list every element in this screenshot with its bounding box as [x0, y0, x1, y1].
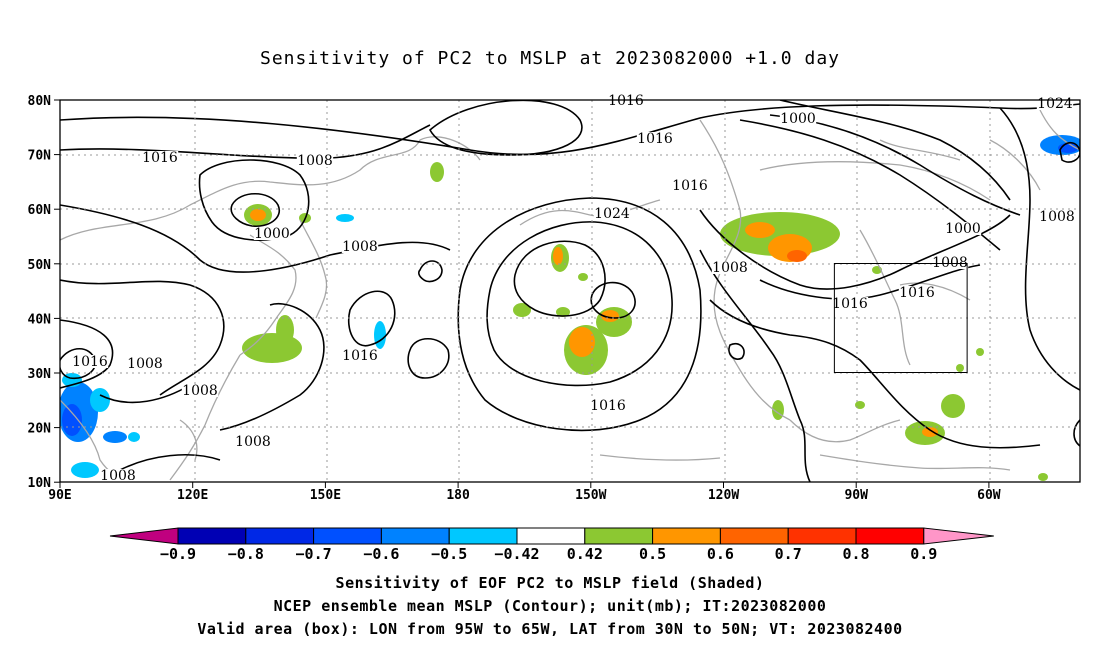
colorbar-bin	[313, 527, 382, 545]
colorbar-tick-label: 0.6	[707, 545, 734, 563]
caption-contour: NCEP ensemble mean MSLP (Contour); unit(…	[273, 597, 827, 615]
contour-label: 1008	[1039, 209, 1075, 225]
colorbar-bin	[719, 527, 789, 545]
contour-label: 1016	[142, 150, 178, 166]
colorbar-bin	[177, 527, 247, 545]
lat-label: 60N	[28, 203, 52, 218]
contour-label: 1000	[780, 111, 816, 127]
colorbar-tick-label: −0.9	[160, 545, 196, 563]
colorbar-tick-label: −0.6	[363, 545, 399, 563]
contour-label: 1016	[72, 354, 108, 370]
colorbar-tick-label: 0.5	[639, 545, 666, 563]
colorbar-tick-label: −0.42	[494, 545, 539, 563]
lat-label: 80N	[28, 94, 52, 109]
lat-label: 20N	[28, 422, 52, 437]
lat-label: 50N	[28, 258, 52, 273]
contour-label: 1000	[254, 226, 290, 242]
valid-area-box	[833, 263, 968, 373]
colorbar-bin	[787, 527, 857, 545]
mslp-contours	[60, 100, 1080, 482]
colorbar-bin	[584, 527, 654, 545]
colorbar-tick-label: −0.7	[296, 545, 332, 563]
lat-label: 10N	[28, 476, 52, 491]
colorbar-bin	[855, 527, 925, 545]
lat-label: 40N	[28, 312, 52, 327]
colorbar	[109, 527, 994, 545]
longitude-labels: 90E 120E 150E 180 150W 120W 90W 60W	[48, 482, 1001, 503]
lon-label: 180	[446, 488, 470, 503]
colorbar-labels: −0.9 −0.8 −0.7 −0.6 −0.5 −0.42 0.42 0.5 0.6 0.7 0.…	[160, 545, 937, 563]
contour-label: 1008	[712, 260, 748, 276]
lon-label: 120E	[177, 488, 208, 503]
contour-label: 1016	[672, 178, 708, 194]
colorbar-bin	[380, 527, 450, 545]
colorbar-tick-label: −0.8	[228, 545, 264, 563]
contour-label: 1016	[637, 131, 673, 147]
contour-label: 1024	[594, 206, 630, 222]
lon-label: 90E	[48, 488, 71, 503]
lon-label: 60W	[977, 488, 1001, 503]
lon-label: 90W	[844, 488, 868, 503]
lon-label: 150E	[310, 488, 341, 503]
contour-labels: 1008 1016 1008 1000 1008 1016 1008 1016 1008 1008…	[71, 93, 1076, 484]
contour-label: 1008	[235, 434, 271, 450]
colorbar-tick-label: 0.42	[567, 545, 603, 563]
colorbar-bin	[516, 527, 586, 545]
map-title: Sensitivity of PC2 to MSLP at 2023082000…	[259, 48, 840, 69]
colorbar-bin	[652, 527, 721, 545]
lon-label: 120W	[708, 488, 739, 503]
lat-label: 30N	[28, 367, 52, 382]
contour-label: 1016	[342, 348, 378, 364]
colorbar-bin	[245, 527, 315, 545]
colorbar-high-triangle	[923, 527, 994, 545]
contour-label: 1016	[899, 285, 935, 301]
sensitivity-shading	[60, 135, 1080, 481]
contour-label: 1008	[100, 468, 136, 484]
contour-label: 1024	[1037, 96, 1073, 112]
colorbar-tick-label: −0.5	[431, 545, 467, 563]
caption-valid-area: Valid area (box): LON from 95W to 65W, L…	[197, 620, 903, 638]
contour-label: 1016	[608, 93, 644, 109]
contour-label: 1016	[590, 398, 626, 414]
colorbar-tick-label: 0.9	[910, 545, 937, 563]
contour-label: 1016	[832, 296, 868, 312]
colorbar-tick-label: 0.8	[842, 545, 869, 563]
contour-label: 1008	[297, 153, 333, 169]
colorbar-tick-label: 0.7	[775, 545, 802, 563]
lat-label: 70N	[28, 149, 52, 164]
contour-label: 1008	[127, 356, 163, 372]
caption-shading: Sensitivity of EOF PC2 to MSLP field (Sh…	[335, 574, 765, 592]
lon-label: 150W	[575, 488, 606, 503]
contour-label: 1008	[182, 383, 218, 399]
map-frame	[59, 99, 1081, 483]
colorbar-bin	[448, 527, 518, 545]
graticule	[60, 100, 1080, 482]
contour-label: 1000	[945, 221, 981, 237]
latitude-labels: 80N 70N 60N 50N 40N 30N 20N 10N	[28, 94, 60, 491]
colorbar-low-triangle	[109, 527, 179, 545]
contour-label: 1008	[342, 239, 378, 255]
